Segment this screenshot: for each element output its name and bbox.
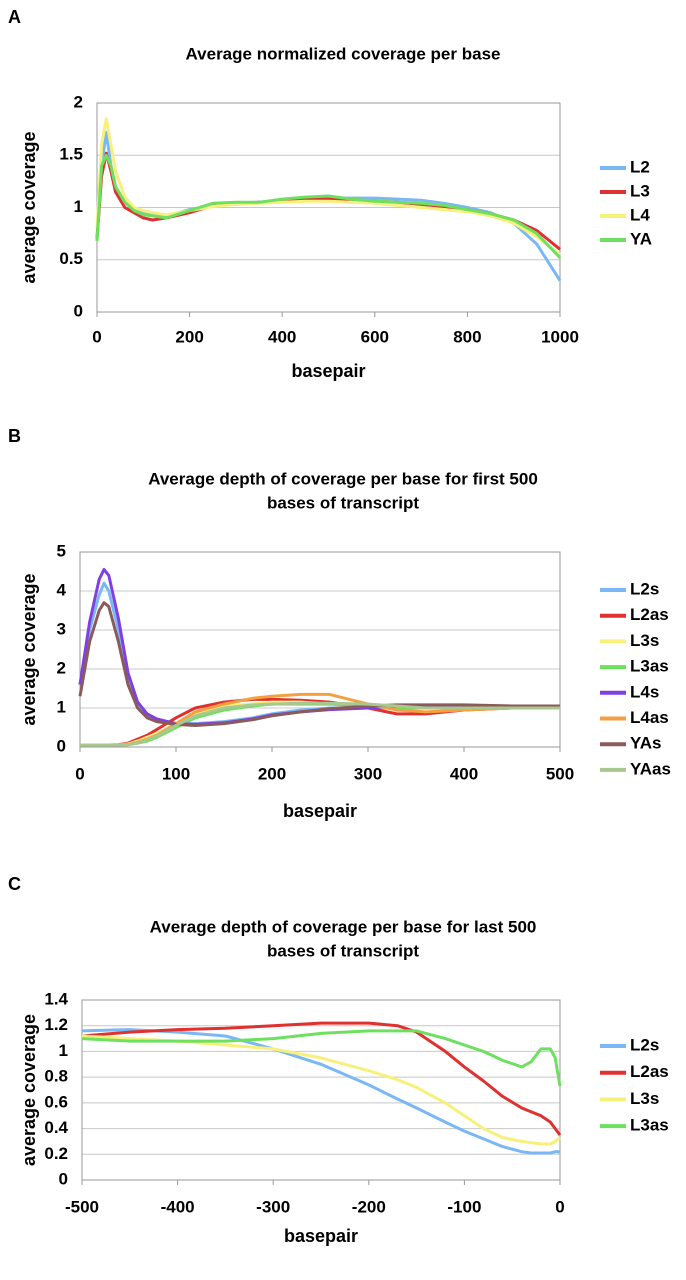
y-axis-label: average coverage: [19, 573, 39, 725]
data-line: [81, 1021, 562, 1136]
x-tick-label: -100: [447, 1197, 481, 1216]
x-tick-label: 800: [453, 327, 481, 346]
x-axis-label: basepair: [284, 1226, 358, 1246]
chart-title: Average depth of coverage per base for l…: [150, 917, 537, 936]
chart-title: Average normalized coverage per base: [186, 44, 501, 63]
x-tick-label: 100: [162, 764, 190, 783]
data-line: [81, 1028, 560, 1155]
data-line: [95, 117, 561, 256]
x-tick-label: 400: [268, 327, 296, 346]
y-tick-label: 1: [59, 1041, 68, 1060]
x-tick-label: 0: [92, 327, 101, 346]
y-tick-label: 0.5: [59, 249, 83, 268]
legend-label: L4as: [630, 708, 669, 727]
x-tick-label: 400: [450, 764, 478, 783]
data-line: [95, 153, 562, 259]
y-tick-label: 0: [59, 1169, 68, 1188]
chart-title: bases of transcript: [267, 493, 419, 512]
legend-label: YAs: [630, 734, 662, 753]
y-tick-label: 1: [74, 197, 83, 216]
data-line: [80, 701, 560, 747]
y-tick-label: 3: [57, 619, 66, 638]
x-tick-label: 1000: [541, 327, 579, 346]
y-tick-label: 0.6: [44, 1092, 68, 1111]
x-tick-label: -500: [65, 1197, 99, 1216]
legend-label: L2s: [630, 1035, 659, 1054]
data-line: [95, 130, 562, 282]
y-tick-label: 5: [57, 541, 66, 560]
x-axis-label: basepair: [283, 801, 357, 821]
legend-label: L2as: [630, 1062, 669, 1081]
data-line: [81, 1034, 561, 1146]
y-tick-label: 1.4: [44, 989, 68, 1008]
x-tick-label: 0: [75, 764, 84, 783]
y-axis-label: average coverage: [19, 131, 39, 283]
y-axis-label: average coverage: [19, 1014, 39, 1166]
panel-label: B: [8, 426, 21, 446]
x-tick-label: -400: [161, 1197, 195, 1216]
legend-label: YAas: [630, 759, 671, 778]
y-tick-label: 2: [57, 658, 66, 677]
y-tick-label: 0.2: [44, 1144, 68, 1163]
data-line: [81, 1029, 562, 1087]
y-tick-label: 0: [57, 736, 66, 755]
legend-label: L2s: [630, 579, 659, 598]
y-tick-label: 0.8: [44, 1067, 68, 1086]
legend-label: L3s: [630, 1089, 659, 1108]
x-tick-label: 200: [175, 327, 203, 346]
x-axis-label: basepair: [291, 361, 365, 381]
legend-label: L2: [630, 157, 650, 176]
data-line: [78, 601, 560, 727]
plot-frame: [81, 999, 561, 1181]
y-tick-label: 4: [57, 580, 67, 599]
x-tick-label: 0: [555, 1197, 564, 1216]
y-tick-label: 1.2: [44, 1015, 68, 1034]
x-tick-label: 600: [361, 327, 389, 346]
y-tick-label: 1: [57, 697, 66, 716]
panel-label: C: [8, 874, 21, 894]
y-tick-label: 0: [74, 301, 83, 320]
legend-label: YA: [630, 229, 652, 248]
plot-frame: [79, 551, 561, 748]
legend-label: L3s: [630, 631, 659, 650]
chart-title: Average depth of coverage per base for f…: [148, 469, 538, 488]
x-tick-label: 500: [546, 764, 574, 783]
legend-label: L4s: [630, 682, 659, 701]
legend-label: L3as: [630, 1116, 669, 1135]
y-tick-label: 1.5: [59, 145, 83, 164]
y-tick-label: 0.4: [44, 1118, 68, 1137]
legend-label: L3as: [630, 657, 669, 676]
x-tick-label: -300: [256, 1197, 290, 1216]
panel-label: A: [8, 7, 21, 27]
legend-label: L4: [630, 205, 650, 224]
y-tick-label: 2: [74, 92, 83, 111]
x-tick-label: 300: [354, 764, 382, 783]
legend-label: L3: [630, 181, 650, 200]
x-tick-label: -200: [352, 1197, 386, 1216]
chart-title: bases of transcript: [267, 941, 419, 960]
legend-label: L2as: [630, 605, 669, 624]
x-tick-label: 200: [258, 764, 286, 783]
